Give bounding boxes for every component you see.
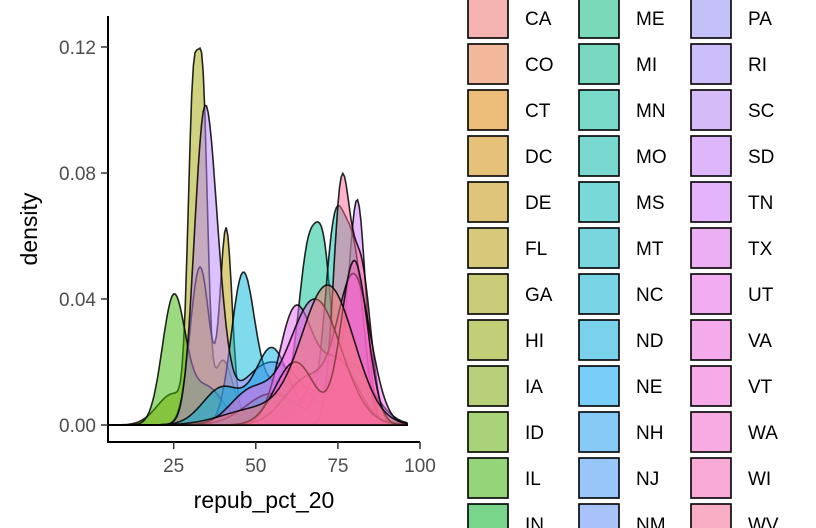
legend-key-me [578, 0, 620, 39]
legend-label-vt: VT [748, 377, 773, 398]
y-axis-title: density [16, 192, 42, 265]
legend-key-id [467, 411, 509, 453]
legend-key-in [467, 503, 509, 528]
y-tick-label: 0.00 [59, 416, 96, 437]
legend-key-tn [690, 181, 732, 223]
legend-label-in: IN [525, 515, 544, 528]
legend-label-fl: FL [525, 239, 547, 260]
legend-label-ut: UT [748, 285, 774, 306]
legend-label-pa: PA [748, 9, 772, 30]
legend-key-nc [578, 273, 620, 315]
legend-label-ri: RI [748, 55, 767, 76]
legend-label-co: CO [525, 55, 554, 76]
legend-key-ct [467, 89, 509, 131]
x-axis-title: repub_pct_20 [194, 487, 335, 513]
y-tick-label: 0.08 [59, 164, 96, 185]
legend-key-ia [467, 365, 509, 407]
legend-key-hi [467, 319, 509, 361]
legend-label-de: DE [525, 193, 551, 214]
legend-label-mt: MT [636, 239, 664, 260]
y-tick-label: 0.12 [59, 38, 96, 59]
legend-label-ms: MS [636, 193, 665, 214]
density-curve-ca [108, 284, 408, 426]
legend-key-nh [578, 411, 620, 453]
legend: CA CO CT DC DE FL GA HI IA ID IL IN ME MI MN MO MS MT NC ND… [467, 0, 779, 528]
legend-label-nc: NC [636, 285, 663, 306]
legend-key-il [467, 457, 509, 499]
legend-key-wi [690, 457, 732, 499]
legend-key-pa [690, 0, 732, 39]
y-tick-label: 0.04 [59, 290, 96, 311]
legend-label-ca: CA [525, 9, 552, 30]
legend-key-ut [690, 273, 732, 315]
legend-label-mi: MI [636, 55, 657, 76]
legend-label-dc: DC [525, 147, 552, 168]
legend-label-ia: IA [525, 377, 543, 398]
legend-label-mo: MO [636, 147, 667, 168]
legend-key-mi [578, 43, 620, 85]
legend-label-ct: CT [525, 101, 551, 122]
legend-label-ne: NE [636, 377, 662, 398]
legend-label-va: VA [748, 331, 772, 352]
legend-key-wa [690, 411, 732, 453]
legend-label-nj: NJ [636, 469, 659, 490]
y-ticks: 0.00 0.04 0.08 0.12 [59, 38, 108, 437]
legend-label-sc: SC [748, 101, 774, 122]
legend-key-wv [690, 503, 732, 528]
x-tick-label: 100 [404, 456, 436, 477]
legend-label-nh: NH [636, 423, 663, 444]
legend-label-il: IL [525, 469, 541, 490]
density-curves [108, 46, 408, 426]
legend-label-wi: WI [748, 469, 771, 490]
legend-key-ga [467, 273, 509, 315]
legend-key-co [467, 43, 509, 85]
x-tick-label: 50 [245, 456, 266, 477]
x-tick-label: 25 [163, 456, 184, 477]
legend-label-wa: WA [748, 423, 778, 444]
legend-key-ms [578, 181, 620, 223]
legend-key-vt [690, 365, 732, 407]
legend-label-id: ID [525, 423, 544, 444]
legend-label-hi: HI [525, 331, 544, 352]
legend-key-ri [690, 43, 732, 85]
legend-key-sd [690, 135, 732, 177]
legend-key-ca [467, 0, 509, 39]
legend-label-tn: TN [748, 193, 773, 214]
legend-key-sc [690, 89, 732, 131]
legend-key-de [467, 181, 509, 223]
legend-label-ga: GA [525, 285, 553, 306]
legend-key-nm [578, 503, 620, 528]
legend-key-mo [578, 135, 620, 177]
legend-label-nd: ND [636, 331, 663, 352]
legend-key-tx [690, 227, 732, 269]
legend-key-ne [578, 365, 620, 407]
legend-key-nd [578, 319, 620, 361]
legend-label-tx: TX [748, 239, 773, 260]
legend-label-wv: WV [748, 515, 779, 528]
legend-key-mt [578, 227, 620, 269]
legend-label-me: ME [636, 9, 665, 30]
legend-key-va [690, 319, 732, 361]
x-tick-label: 75 [327, 456, 348, 477]
legend-label-sd: SD [748, 147, 774, 168]
x-ticks: 25 50 75 100 [163, 442, 436, 477]
legend-key-fl [467, 227, 509, 269]
legend-key-mn [578, 89, 620, 131]
legend-label-nm: NM [636, 515, 666, 528]
legend-key-dc [467, 135, 509, 177]
legend-key-nj [578, 457, 620, 499]
legend-label-mn: MN [636, 101, 666, 122]
plot-panel: 0.00 0.04 0.08 0.12 25 50 75 100 [59, 16, 436, 477]
